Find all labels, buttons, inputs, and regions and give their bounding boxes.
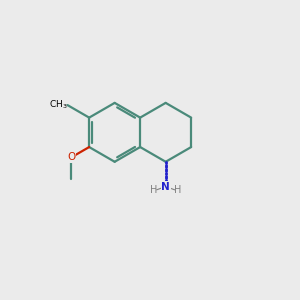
Text: H: H bbox=[174, 185, 182, 195]
Text: H: H bbox=[150, 185, 157, 195]
Text: N: N bbox=[161, 182, 170, 192]
Text: O: O bbox=[67, 152, 75, 162]
Text: $\mathsf{CH_3}$: $\mathsf{CH_3}$ bbox=[49, 99, 68, 111]
